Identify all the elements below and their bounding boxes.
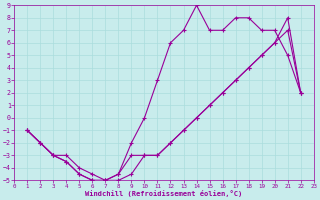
X-axis label: Windchill (Refroidissement éolien,°C): Windchill (Refroidissement éolien,°C) <box>85 190 243 197</box>
